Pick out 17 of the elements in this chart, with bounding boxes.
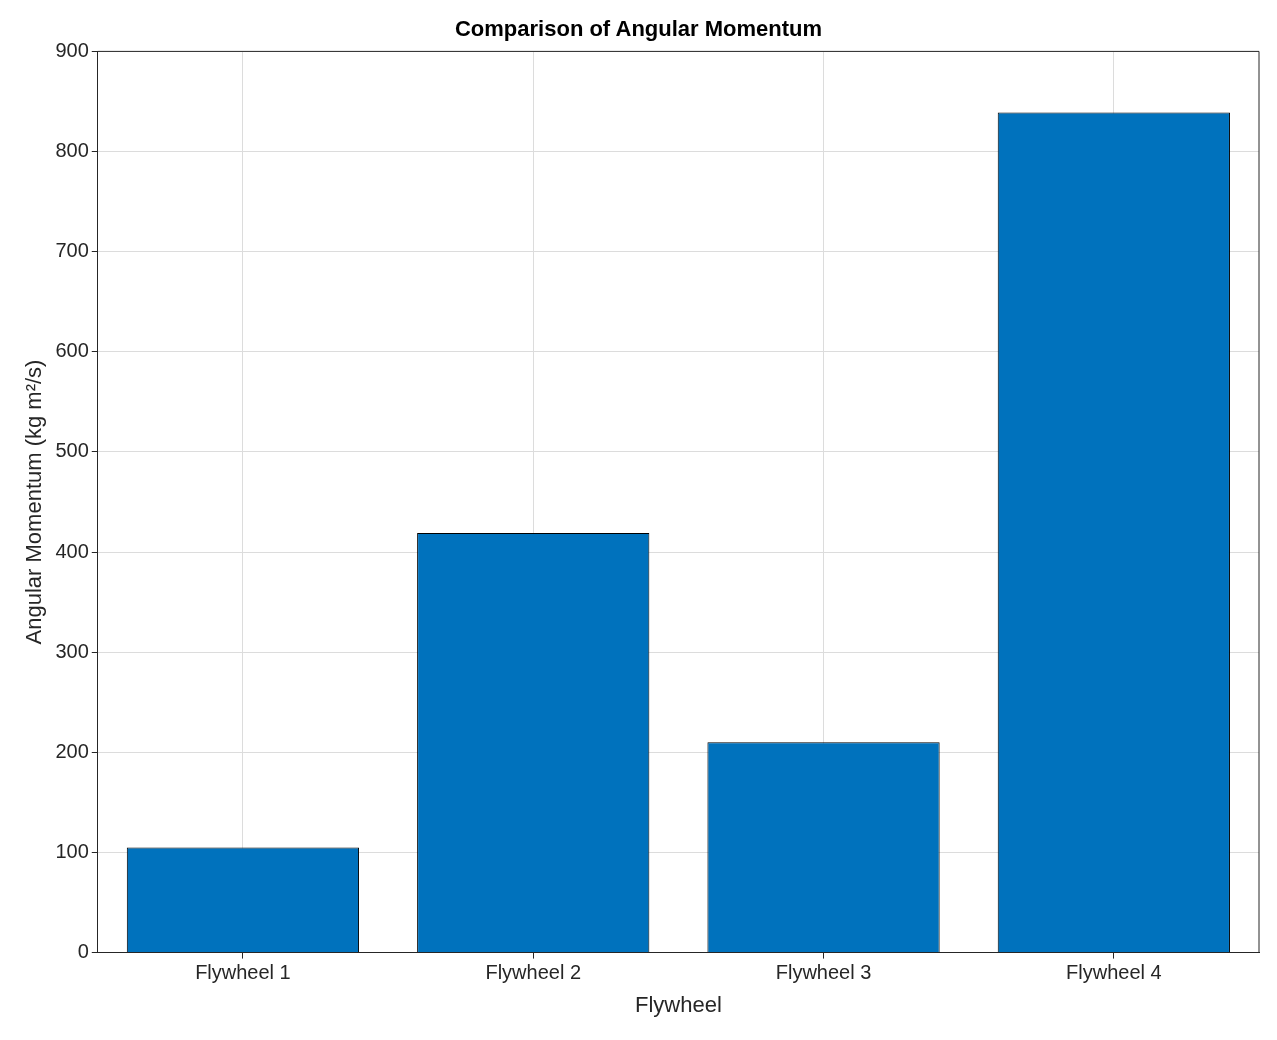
x-axis-title: Flywheel xyxy=(634,991,722,1017)
chart-title: Comparison of Angular Momentum xyxy=(454,16,823,42)
y-tick-label: 200 xyxy=(55,739,89,762)
y-axis-title: Angular Momentum (kg m²/s) xyxy=(21,359,47,645)
x-tick-label: Flywheel 4 xyxy=(1066,961,1162,984)
y-tick-label: 0 xyxy=(77,940,89,963)
y-tick-label: 400 xyxy=(55,539,89,562)
y-tick-label: 700 xyxy=(55,239,89,262)
y-tick-label: 800 xyxy=(55,139,89,162)
x-tick-label: Flywheel 1 xyxy=(195,961,291,984)
y-tick-label: 500 xyxy=(55,439,89,462)
x-tick-label: Flywheel 3 xyxy=(775,961,872,984)
x-tick-label: Flywheel 2 xyxy=(485,961,582,984)
y-tick-label: 300 xyxy=(55,639,89,662)
y-tick-label: 600 xyxy=(55,339,89,362)
y-tick-label: 100 xyxy=(55,839,89,862)
y-tick-label: 900 xyxy=(55,38,89,61)
